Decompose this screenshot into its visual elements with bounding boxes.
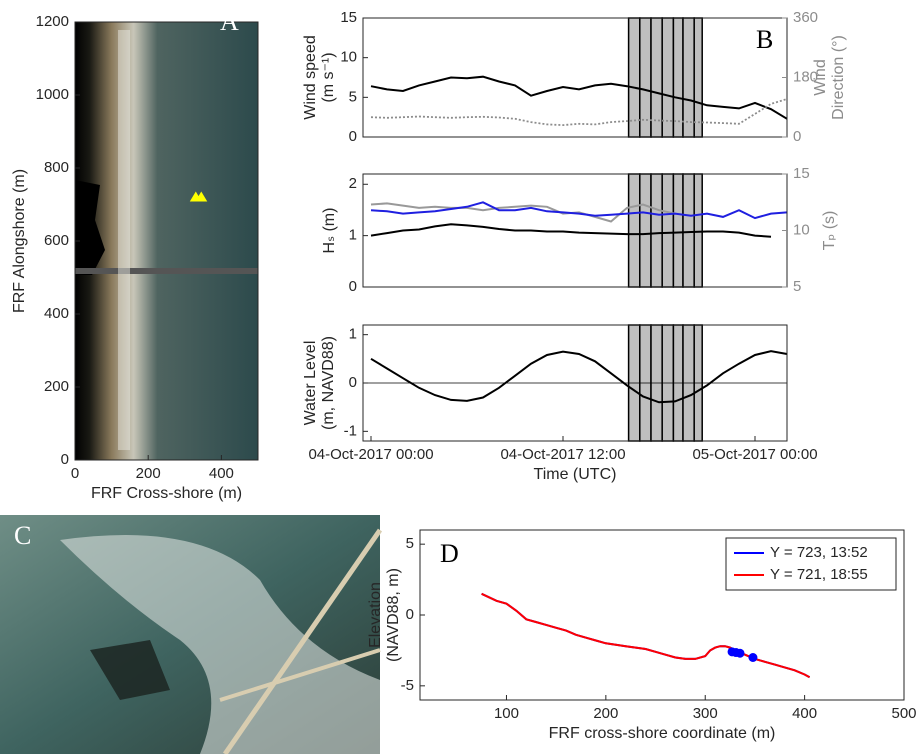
axis-label: FRF Cross-shore (m) [91, 485, 242, 502]
shaded-interval [693, 17, 703, 138]
chart-panel: 04-Oct-2017 00:00 04-Oct-2017 12:00 05-Oct… [302, 324, 818, 483]
shaded-interval [693, 173, 703, 288]
shaded-interval [672, 173, 684, 288]
photo-c: C [0, 515, 383, 754]
x-tick-label: 200 [593, 705, 618, 722]
axis-label: Tₚ (s) [821, 211, 838, 251]
panel-letter: A [220, 7, 239, 36]
y2-tick-label: 0 [793, 128, 801, 145]
y-tick-label: 2 [349, 175, 357, 192]
axis-label: (NAVD88, m) [385, 568, 402, 662]
x-tick-label: 400 [792, 705, 817, 722]
legend-box [725, 537, 897, 591]
x-tick-label: 0 [71, 465, 79, 482]
y-tick-label: 0 [61, 451, 69, 468]
legend-label: Y = 721, 18:55 [770, 566, 868, 583]
y-tick-label: -1 [344, 422, 357, 439]
data-line [370, 223, 772, 238]
x-tick-label: 200 [136, 465, 161, 482]
y-tick-label: 0 [349, 374, 357, 391]
y-tick-label: 10 [340, 49, 357, 66]
y2-tick-label: 10 [793, 221, 810, 238]
chart-panel: 0 5 10 15 0 180 360 Wind speed (m s⁻¹) Wind Direct… [302, 9, 847, 145]
photo-a [75, 22, 258, 460]
data-line [370, 202, 676, 223]
axis-label: (m s⁻¹) [320, 52, 337, 102]
shaded-interval [661, 173, 675, 288]
y-tick-label: 800 [44, 159, 69, 176]
chart-panel: 100 200 300 400 500 -5 0 5 Elevation (NAVD88, m) F… [367, 529, 917, 742]
axis-label: Direction (°) [830, 35, 847, 120]
x-tick-label: 500 [891, 705, 916, 722]
data-line [370, 98, 788, 127]
axis-label: Time (UTC) [534, 466, 617, 483]
axis-label: Elevation [367, 582, 384, 648]
shaded-interval [661, 17, 675, 138]
legend-label: Y = 723, 13:52 [770, 544, 868, 561]
y2-tick-label: 180 [793, 68, 818, 85]
data-line [370, 350, 788, 404]
axis-label: Wind [812, 59, 829, 95]
y-tick-label: 1200 [36, 13, 69, 30]
y-tick-label: 0 [406, 606, 414, 623]
x-tick-label: 04-Oct-2017 00:00 [308, 446, 433, 463]
x-tick-label: 100 [494, 705, 519, 722]
axis-label: Water Level [302, 341, 319, 426]
axis-label: (m, NAVD88) [320, 336, 337, 430]
axis-label: Wind speed [302, 35, 319, 120]
y-tick-label: 0 [349, 128, 357, 145]
axis-label: FRF cross-shore coordinate (m) [549, 725, 776, 742]
axis-label: FRF Alongshore (m) [11, 169, 28, 313]
x-tick-label: 04-Oct-2017 12:00 [500, 446, 625, 463]
shaded-interval [627, 173, 641, 288]
plot-area [363, 18, 787, 137]
y-tick-label: 5 [406, 535, 414, 552]
y-tick-label: 1 [349, 227, 357, 244]
shaded-interval [639, 17, 652, 138]
panel-letter: C [14, 521, 31, 550]
marker [735, 648, 745, 658]
y-tick-label: 1 [349, 326, 357, 343]
marker [748, 653, 758, 662]
y-tick-label: 5 [349, 88, 357, 105]
chart-panel: 0 1 2 5 10 15 Hₛ (m) Tₚ (s) [321, 165, 838, 295]
panel-letter: B [756, 25, 773, 54]
y-tick-label: 15 [340, 9, 357, 26]
x-tick-label: 400 [209, 465, 234, 482]
y2-tick-label: 360 [793, 9, 818, 26]
marker [195, 191, 208, 202]
data-line [370, 201, 788, 220]
panel-letter: D [440, 539, 459, 568]
y2-tick-label: 5 [793, 278, 801, 295]
plot-area [363, 174, 787, 287]
shaded-interval [627, 17, 641, 138]
data-line [370, 75, 788, 120]
shaded-interval [672, 17, 684, 138]
axis-label: Hₛ (m) [321, 208, 338, 254]
y-tick-label: 600 [44, 232, 69, 249]
shaded-interval [650, 173, 663, 288]
x-tick-label: 05-Oct-2017 00:00 [692, 446, 817, 463]
y-tick-label: 200 [44, 378, 69, 395]
y-tick-label: 400 [44, 305, 69, 322]
chart-panel: 0 200 400 0 200 400 600 800 1000 1200 FRF Alongsho… [11, 7, 259, 502]
y2-tick-label: 15 [793, 165, 810, 182]
shaded-interval [639, 173, 652, 288]
y-tick-label: 1000 [36, 86, 69, 103]
y-tick-label: 0 [349, 278, 357, 295]
shaded-interval [682, 17, 695, 138]
y-tick-label: -5 [401, 677, 414, 694]
shaded-interval [650, 17, 663, 138]
x-tick-label: 300 [693, 705, 718, 722]
shaded-interval [682, 173, 695, 288]
